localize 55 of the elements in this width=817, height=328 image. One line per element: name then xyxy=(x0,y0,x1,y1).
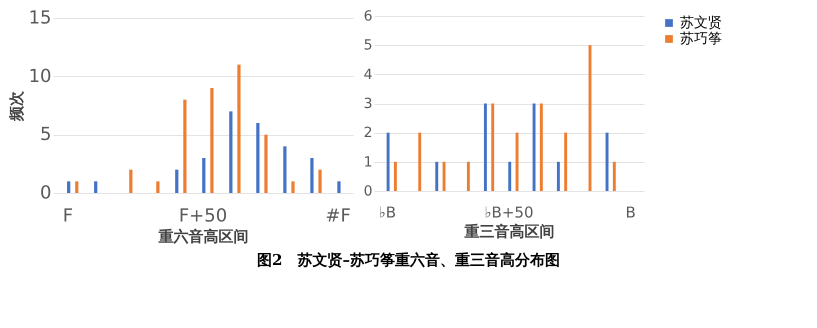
bar xyxy=(229,111,232,193)
bar xyxy=(129,170,132,193)
y-tick-label: 15 xyxy=(28,8,52,28)
bar xyxy=(256,123,260,193)
bar xyxy=(386,132,390,191)
bar xyxy=(210,88,214,193)
bar xyxy=(75,181,78,193)
x-tick-label: F+50 xyxy=(178,206,228,226)
bar xyxy=(67,181,70,193)
bar xyxy=(442,162,446,191)
bar xyxy=(337,181,341,193)
bar xyxy=(237,64,241,193)
y-tick-label: 2 xyxy=(364,125,372,142)
x-axis-title: 重三音高区间 xyxy=(464,222,554,240)
bar xyxy=(94,181,98,193)
bar xyxy=(612,162,616,191)
y-tick-label: 5 xyxy=(40,124,52,146)
y-tick-label: 0 xyxy=(364,184,372,200)
bar xyxy=(532,104,536,191)
bar xyxy=(310,158,314,193)
legend-label: 苏巧筝 xyxy=(680,31,722,47)
legend-label: 苏文贤 xyxy=(680,15,722,31)
y-tick-label: 3 xyxy=(364,96,372,112)
x-tick-label: B xyxy=(625,204,636,222)
y-axis-title: 频次 xyxy=(8,90,26,122)
y-tick-label: 10 xyxy=(28,66,52,87)
bar xyxy=(175,170,178,193)
y-tick-label: 1 xyxy=(364,154,372,170)
bar xyxy=(394,162,397,191)
bar xyxy=(484,104,487,191)
bar xyxy=(588,45,592,191)
x-tick-label: ♭B xyxy=(378,204,396,222)
x-tick-label: F xyxy=(62,206,74,226)
bar xyxy=(156,181,160,193)
bar xyxy=(318,170,322,193)
bar xyxy=(556,162,560,191)
bar xyxy=(606,132,608,191)
y-tick-label: 5 xyxy=(364,38,372,54)
y-tick-label: 4 xyxy=(364,66,373,83)
bar xyxy=(283,146,287,193)
bar xyxy=(491,104,494,191)
bar xyxy=(264,134,268,193)
bar xyxy=(183,100,187,193)
bar xyxy=(291,181,295,193)
y-tick-label: 0 xyxy=(40,182,52,204)
caption: 图2 苏文贤–苏巧筝重六音、重三音高分布图 xyxy=(256,251,561,270)
y-tick-label: 6 xyxy=(364,8,373,24)
x-tick-label: #F xyxy=(325,206,351,226)
bar xyxy=(540,104,543,191)
x-axis-title: 重六音高区间 xyxy=(158,228,248,246)
bar xyxy=(466,162,470,191)
bar xyxy=(202,158,206,193)
bar xyxy=(564,132,568,191)
bar xyxy=(516,132,518,191)
x-tick-label: ♭B+50 xyxy=(484,204,534,222)
